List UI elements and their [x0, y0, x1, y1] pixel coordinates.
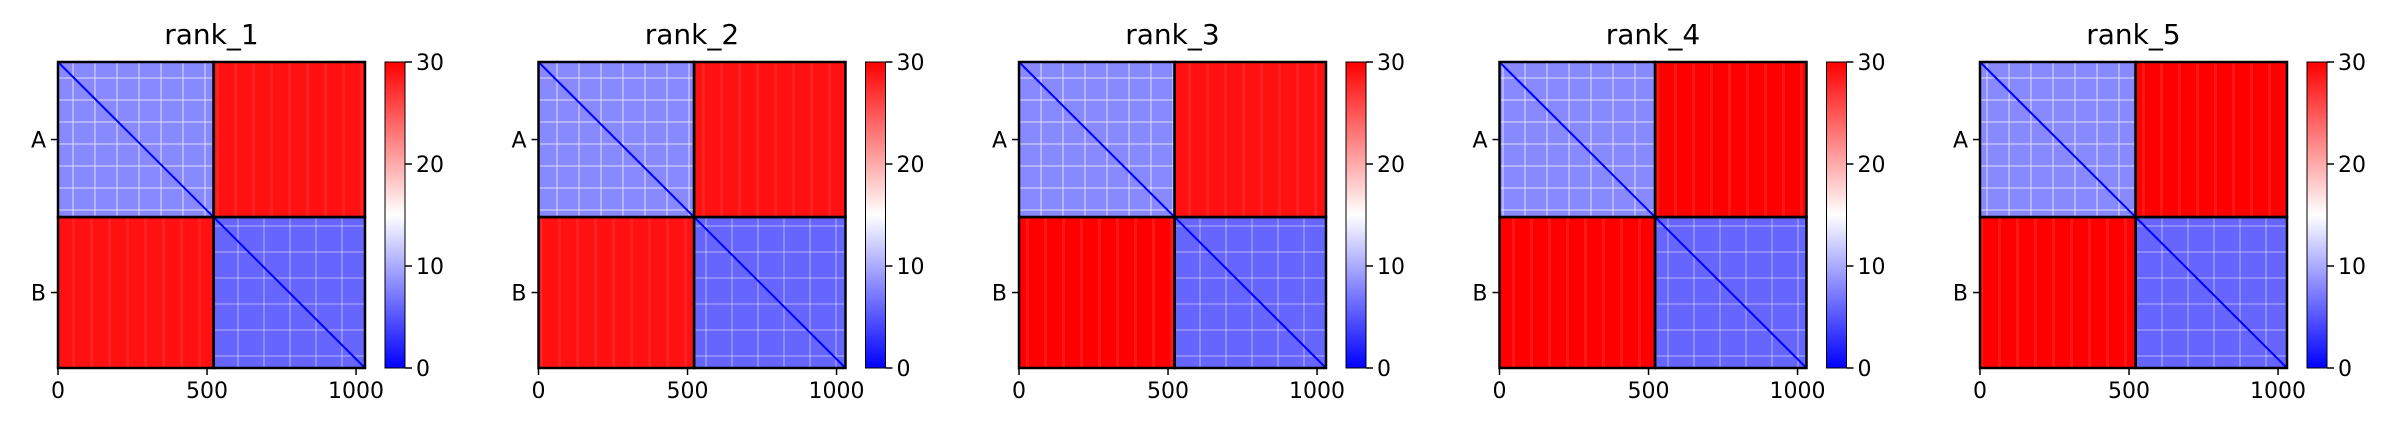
- diagonal-a: [1979, 61, 2137, 218]
- colorbar-tick-label: 0: [2338, 357, 2352, 382]
- block-border-b-b: [1173, 215, 1328, 370]
- x-tick-label: 0: [1973, 379, 1987, 404]
- colorbar-tick-label: 30: [1377, 51, 1405, 76]
- block-border-b-b: [2134, 215, 2289, 370]
- colorbar-tick-label: 10: [1858, 255, 1886, 280]
- colorbar-tick-label: 30: [1858, 51, 1886, 76]
- diagonal-a: [1018, 61, 1176, 218]
- panel-title: rank_1: [164, 18, 258, 51]
- x-tick-label: 500: [186, 379, 228, 404]
- y-tick-label: A: [511, 129, 526, 154]
- panel-title: rank_3: [1125, 18, 1219, 51]
- y-tick-label: A: [1472, 129, 1487, 154]
- panel-5: rank_5 0 500 1000 A B 0 10 20 30: [1953, 18, 2366, 404]
- colorbar-tick-label: 30: [2338, 51, 2366, 76]
- diagonal-b: [2134, 216, 2288, 369]
- colorbar: [1345, 61, 1367, 369]
- y-tick-label: A: [31, 129, 46, 154]
- y-tick-label: B: [1953, 282, 1968, 307]
- x-tick-label: 1000: [1289, 379, 1345, 404]
- x-tick-label: 1000: [2250, 379, 2306, 404]
- colorbar-tick-label: 30: [897, 51, 925, 76]
- colorbar-tick-label: 10: [416, 255, 444, 280]
- colorbar-tick-label: 0: [1377, 357, 1391, 382]
- colorbar-tick-label: 20: [1377, 153, 1405, 178]
- x-tick-label: 500: [1147, 379, 1189, 404]
- colorbar-tick-label: 20: [2338, 153, 2366, 178]
- colorbar-tick-label: 0: [1858, 357, 1872, 382]
- x-tick-label: 1000: [328, 379, 384, 404]
- diagonal-b: [693, 216, 847, 369]
- diagonal-a: [57, 61, 215, 218]
- colorbar-tick-label: 10: [1377, 255, 1405, 280]
- colorbar: [2306, 61, 2328, 369]
- colorbar: [1826, 61, 1847, 369]
- block-border-b-b: [212, 215, 367, 370]
- panel-4: rank_4 0 500 1000 A B 0 10 20 30: [1472, 18, 1885, 404]
- x-tick-label: 0: [532, 379, 546, 404]
- panel-2: rank_2 0 500 1000 A B 0 10 20 30: [511, 18, 924, 404]
- colorbar-tick-label: 20: [1858, 153, 1886, 178]
- panel-title: rank_2: [645, 18, 739, 51]
- colorbar-tick-label: 10: [2338, 255, 2366, 280]
- x-tick-label: 500: [1628, 379, 1670, 404]
- panel-title: rank_4: [1606, 18, 1700, 51]
- x-tick-label: 1000: [1770, 379, 1826, 404]
- diagonal-a: [1498, 61, 1656, 218]
- diagonal-b: [1173, 216, 1327, 369]
- colorbar-tick-label: 0: [897, 357, 911, 382]
- x-tick-label: 0: [1012, 379, 1026, 404]
- x-tick-label: 500: [2108, 379, 2150, 404]
- y-tick-label: B: [511, 282, 526, 307]
- heatmap-texture-b-a: [538, 217, 695, 368]
- colorbar-tick-label: 0: [416, 357, 430, 382]
- colorbar: [865, 61, 886, 369]
- panel-1: rank_1 0 500 1000 A B 0 10 20 30: [31, 18, 444, 404]
- y-tick-label: A: [992, 129, 1007, 154]
- heatmap-texture-b-a: [1499, 217, 1656, 368]
- colorbar: [384, 61, 406, 369]
- colorbar-tick-label: 20: [897, 153, 925, 178]
- y-tick-label: B: [992, 282, 1007, 307]
- x-tick-label: 0: [1493, 379, 1507, 404]
- colorbar-tick-label: 20: [416, 153, 444, 178]
- heatmap-texture-b-a: [58, 217, 214, 368]
- heatmap-texture-a-b: [1655, 62, 1807, 218]
- heatmap-texture-b-a: [1019, 217, 1175, 368]
- block-border-b-b: [1653, 215, 1808, 370]
- diagonal-b: [1654, 216, 1808, 369]
- y-tick-label: B: [1472, 282, 1487, 307]
- heatmap-texture-a-b: [694, 62, 846, 218]
- colorbar-tick-label: 30: [416, 51, 444, 76]
- x-tick-label: 1000: [809, 379, 865, 404]
- diagonal-a: [537, 61, 695, 218]
- heatmap-texture-a-b: [1174, 62, 1326, 218]
- y-tick-label: B: [31, 282, 46, 307]
- heatmap-texture-a-b: [2135, 62, 2287, 218]
- colorbar-tick-label: 10: [897, 255, 925, 280]
- panel-3: rank_3 0 500 1000 A B 0 10 20 30: [992, 18, 1405, 404]
- diagonal-b: [212, 216, 366, 369]
- panel-title: rank_5: [2086, 18, 2180, 51]
- heatmap-texture-b-a: [1980, 217, 2136, 368]
- block-border-b-b: [692, 215, 847, 370]
- x-tick-label: 500: [667, 379, 709, 404]
- y-tick-label: A: [1953, 129, 1968, 154]
- heatmap-texture-a-b: [213, 62, 365, 218]
- x-tick-label: 0: [51, 379, 65, 404]
